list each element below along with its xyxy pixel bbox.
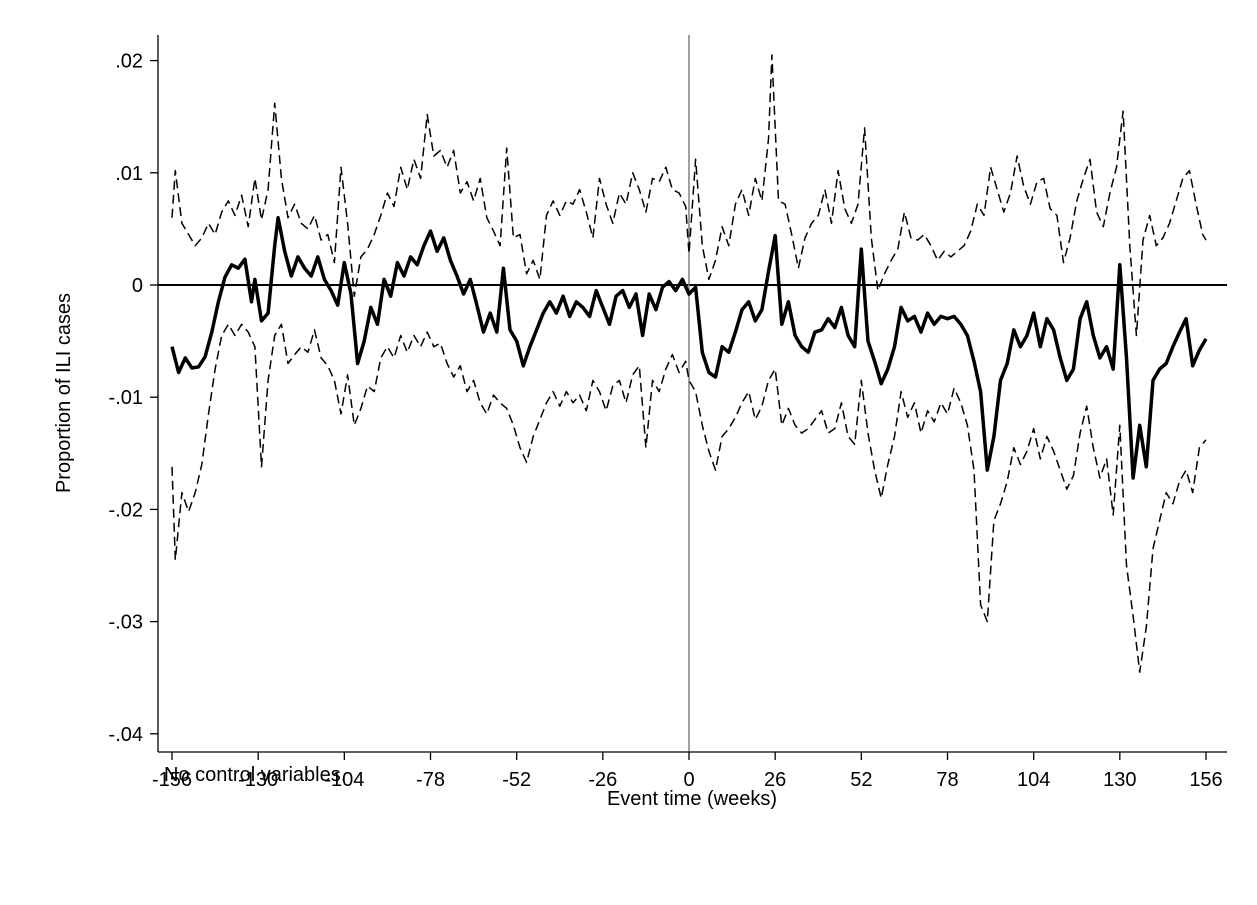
y-tick-label: .01 — [115, 163, 143, 185]
x-tick-label: -104 — [324, 769, 364, 791]
y-tick-label: -.04 — [109, 724, 143, 746]
y-tick-label: -.03 — [109, 612, 143, 634]
y-tick-label: -.02 — [109, 499, 143, 521]
x-tick-label: 104 — [1017, 769, 1050, 791]
lines-layer — [158, 35, 1227, 752]
x-tick-label: 130 — [1103, 769, 1136, 791]
y-tick-label: 0 — [132, 275, 143, 297]
x-tick-label: 0 — [683, 769, 694, 791]
x-axis-title: Event time (weeks) — [607, 788, 777, 810]
ticks-layer: -156 -130 -104 -78 -52 -26 0 26 52 78 104 130 156 .02… — [109, 51, 1223, 791]
estimate-line — [170, 215, 1208, 480]
y-tick-label: -.01 — [109, 387, 143, 409]
x-tick-label: 26 — [764, 769, 786, 791]
x-tick-label: -156 — [152, 769, 192, 791]
chart-note: No control variables. — [164, 764, 347, 786]
x-tick-label: -130 — [238, 769, 278, 791]
x-tick-label: -52 — [502, 769, 531, 791]
y-tick-label: .02 — [115, 51, 143, 73]
x-tick-label: -26 — [588, 769, 617, 791]
x-tick-label: -78 — [416, 769, 445, 791]
y-axis-title: Proportion of ILI cases — [53, 293, 75, 493]
x-tick-label: 156 — [1189, 769, 1222, 791]
x-tick-label: 78 — [936, 769, 958, 791]
x-tick-label: 52 — [850, 769, 872, 791]
upper-ci-line — [171, 54, 1207, 337]
lower-ci-line — [171, 323, 1207, 673]
axes-layer — [157, 35, 1227, 753]
